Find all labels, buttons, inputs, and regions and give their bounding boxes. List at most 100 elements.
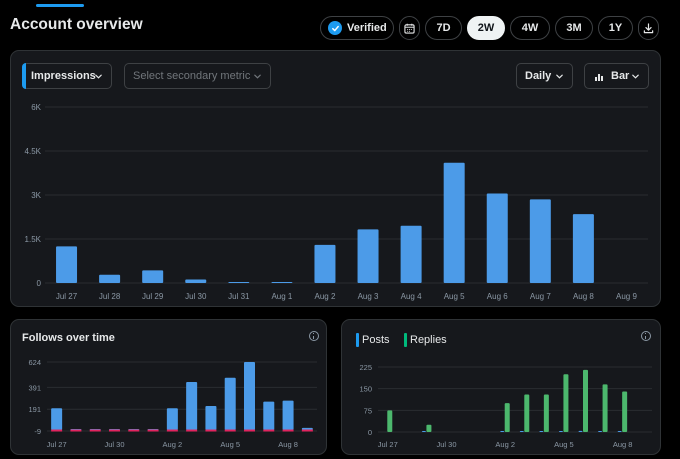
bar xyxy=(186,382,198,431)
secondary-metric-select[interactable]: Select secondary metric xyxy=(124,63,271,89)
chevron-down-icon xyxy=(556,74,563,79)
negative-bar xyxy=(89,429,101,432)
negative-bar xyxy=(128,429,140,432)
bar xyxy=(263,401,275,431)
bar xyxy=(558,431,563,432)
bar xyxy=(539,431,544,432)
negative-bar xyxy=(263,429,275,432)
bar xyxy=(357,229,379,283)
x-tick-label: Aug 2 xyxy=(495,440,515,449)
range-label: 3M xyxy=(566,22,582,34)
bar xyxy=(602,384,608,432)
y-tick-label: 3K xyxy=(31,191,41,200)
legend-posts[interactable]: Posts xyxy=(356,333,390,347)
x-tick-label: Aug 4 xyxy=(401,292,422,301)
bar-chart-icon xyxy=(595,74,603,81)
bar xyxy=(56,246,78,283)
bar xyxy=(224,377,236,431)
range-label: 7D xyxy=(436,22,451,34)
x-tick-label: Jul 27 xyxy=(56,292,78,301)
date-picker-button[interactable] xyxy=(399,16,420,40)
bar xyxy=(617,431,622,432)
y-tick-label: 75 xyxy=(364,406,372,415)
bar xyxy=(228,282,250,283)
x-tick-label: Aug 9 xyxy=(616,292,637,301)
bar xyxy=(529,199,551,283)
bar xyxy=(572,214,594,283)
bar xyxy=(314,244,336,283)
range-2w-button[interactable]: 2W xyxy=(467,16,505,40)
bar xyxy=(504,403,510,432)
range-label: 2W xyxy=(477,22,495,34)
y-tick-label: 4.5K xyxy=(25,147,42,156)
follows-card: Follows over time -9 191 391 624 Jul 27 Jul 3… xyxy=(10,319,327,455)
x-tick-label: Aug 5 xyxy=(554,440,574,449)
negative-bar xyxy=(282,429,294,432)
download-icon xyxy=(643,22,654,33)
negative-bar xyxy=(186,429,198,432)
impressions-chart: 0 1.5K 3K 4.5K 6K Jul 27 Jul 28 Jul 29 Jul 30 Jul… xyxy=(25,103,648,301)
negative-bar xyxy=(147,429,159,432)
negative-bar xyxy=(301,429,313,432)
x-tick-label: Jul 31 xyxy=(228,292,250,301)
bar xyxy=(185,279,207,283)
range-3m-button[interactable]: 3M xyxy=(555,16,593,40)
x-tick-label: Jul 28 xyxy=(99,292,121,301)
range-4w-button[interactable]: 4W xyxy=(510,16,550,40)
x-tick-label: Jul 30 xyxy=(104,440,124,449)
primary-metric-select[interactable]: Impressions xyxy=(22,63,112,89)
active-tab-indicator xyxy=(36,4,84,7)
x-tick-label: Jul 27 xyxy=(47,440,67,449)
negative-bar xyxy=(109,429,120,432)
follows-card-title: Follows over time xyxy=(22,332,115,344)
chevron-down-icon xyxy=(632,74,639,79)
bar xyxy=(271,282,293,283)
bar xyxy=(622,391,628,432)
range-7d-button[interactable]: 7D xyxy=(425,16,462,40)
x-tick-label: Aug 8 xyxy=(573,292,594,301)
x-tick-label: Jul 29 xyxy=(142,292,164,301)
y-tick-label: 1.5K xyxy=(25,235,42,244)
negative-bar xyxy=(70,429,82,432)
chevron-down-icon xyxy=(95,74,102,79)
bar xyxy=(166,408,178,431)
calendar-icon xyxy=(404,23,415,34)
range-label: 4W xyxy=(521,22,539,34)
bar xyxy=(543,394,549,432)
chart-type-select[interactable]: Bar xyxy=(584,63,649,89)
page-title: Account overview xyxy=(10,16,143,33)
bar xyxy=(426,424,432,432)
bar xyxy=(563,374,569,432)
legend-replies[interactable]: Replies xyxy=(404,333,447,347)
interval-label: Daily xyxy=(525,70,552,82)
y-tick-label: 6K xyxy=(31,103,41,112)
bar xyxy=(99,274,121,283)
bar xyxy=(443,162,465,283)
chart-type-label: Bar xyxy=(611,70,630,82)
negative-bar xyxy=(224,429,236,432)
y-tick-label: 225 xyxy=(359,363,372,372)
info-icon[interactable] xyxy=(641,331,651,341)
x-tick-label: Jul 30 xyxy=(436,440,456,449)
bar xyxy=(282,400,294,431)
info-icon[interactable] xyxy=(309,331,319,341)
download-button[interactable] xyxy=(638,16,659,40)
range-1y-button[interactable]: 1Y xyxy=(598,16,633,40)
x-tick-label: Aug 8 xyxy=(278,440,298,449)
bar xyxy=(486,193,508,283)
range-label: 1Y xyxy=(608,22,623,34)
y-tick-label: -9 xyxy=(34,427,41,436)
y-tick-label: 624 xyxy=(28,358,41,367)
y-tick-label: 150 xyxy=(359,385,372,394)
x-tick-label: Aug 2 xyxy=(315,292,336,301)
x-tick-label: Aug 3 xyxy=(358,292,379,301)
posts-replies-chart: 0 75 150 225 Jul 27 Jul 30 Aug 2 Aug 5 Aug 8 xyxy=(359,363,652,449)
interval-select[interactable]: Daily xyxy=(516,63,573,89)
y-tick-label: 391 xyxy=(28,383,41,392)
verified-button[interactable]: Verified xyxy=(320,16,394,40)
posts-replies-card: Posts Replies 0 75 150 225 Jul 27 Jul 30 Aug 2… xyxy=(341,319,661,455)
bar xyxy=(519,431,524,432)
x-tick-label: Jul 30 xyxy=(185,292,207,301)
negative-bar xyxy=(51,429,63,432)
x-tick-label: Aug 7 xyxy=(530,292,551,301)
